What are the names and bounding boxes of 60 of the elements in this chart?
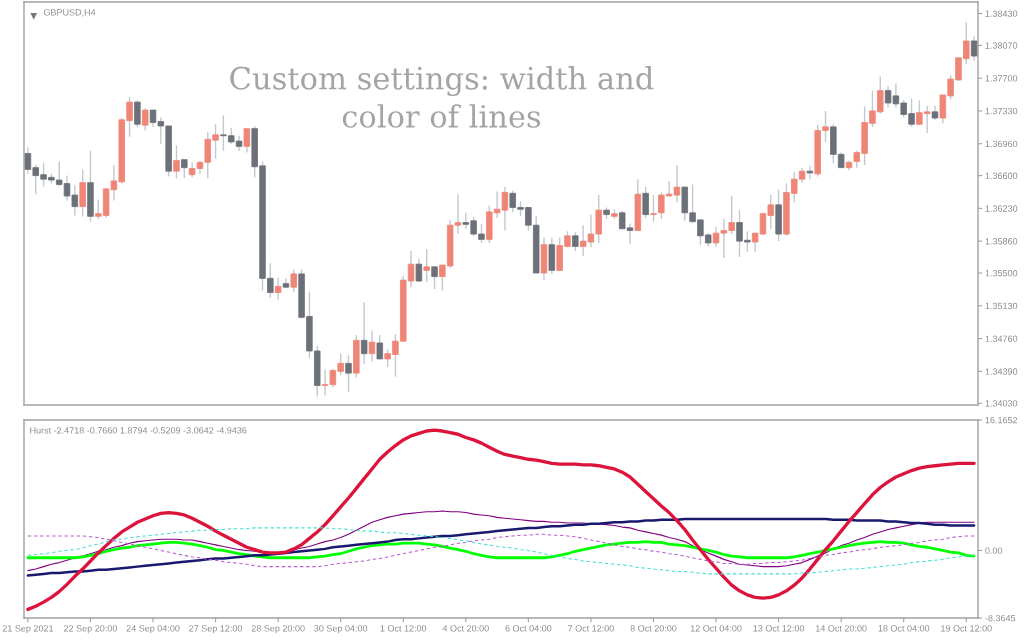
x-tick-label: 22 Sep 20:00	[64, 625, 117, 634]
x-tick-label: 12 Oct 04:00	[690, 625, 742, 632]
candlestick	[642, 186, 649, 219]
y-tick-label: 16.1652	[985, 416, 1018, 424]
candlestick	[415, 258, 423, 283]
candlestick	[431, 266, 438, 290]
annotation: Custom settings: width and color of lines	[230, 66, 654, 128]
candlestick	[376, 334, 384, 360]
candlestick	[134, 99, 141, 128]
line-series	[27, 527, 975, 575]
y-tick-label: 1.34030	[985, 400, 1018, 407]
x-tick-label: 4 Oct 20:00	[442, 625, 489, 632]
y-tick-label: 1.34760	[985, 335, 1018, 342]
y-tick-label: 1.38430	[985, 10, 1018, 17]
x-tick-label: 30 Sep 04:00	[314, 625, 368, 634]
y-tick-label: -8.3645	[985, 614, 1016, 622]
x-tick-label: 14 Oct 20:00	[816, 625, 867, 632]
candlestick	[345, 354, 352, 393]
x-tick-label: 1 Oct 12:00	[380, 625, 427, 632]
candlestick	[79, 168, 86, 218]
x-tick-label: 6 Oct 04:00	[505, 625, 552, 632]
candlestick	[173, 144, 180, 179]
y-tick-label: 1.36960	[985, 140, 1018, 148]
line-series	[27, 510, 975, 572]
y-tick-label: 1.35860	[985, 238, 1018, 245]
x-tick-label: 28 Sep 20:00	[251, 625, 305, 634]
candlestick	[572, 231, 579, 252]
y-tick-label: 1.38070	[985, 42, 1018, 49]
x-tick-label: 24 Sep 04:00	[126, 625, 180, 634]
y-tick-label: 1.36230	[985, 205, 1018, 212]
x-tick-label: 19 Oct 12:00	[941, 625, 992, 632]
candlestick	[274, 276, 282, 301]
x-tick-label: 7 Oct 12:00	[568, 625, 614, 632]
x-tick-label: 13 Oct 12:00	[753, 625, 805, 632]
x-tick-label: 21 Sep 2021	[2, 625, 54, 634]
candlestick	[650, 194, 657, 223]
line-series	[26, 517, 976, 577]
x-tick-label: 18 Oct 04:00	[878, 625, 930, 632]
candlestick	[181, 158, 188, 179]
candlestick	[141, 107, 149, 132]
text: GBPUSD,H4	[43, 9, 96, 17]
line-series	[26, 428, 976, 612]
line-series	[27, 533, 975, 568]
y-tick-label: 0.00	[985, 547, 1003, 554]
candlestick	[806, 165, 814, 180]
y-tick-label: 1.36600	[985, 172, 1018, 179]
y-tick-label: 1.34390	[985, 368, 1018, 375]
x-tick-label: 8 Oct 20:00	[630, 625, 677, 632]
candlestick	[360, 301, 368, 365]
text: Hurst -2.4718 -0.7660 1.8794 -0.5209 -3.0642 -4.9436	[30, 427, 247, 434]
candlestick	[368, 329, 376, 363]
candlestick	[243, 127, 251, 154]
y-tick-label: 1.37330	[985, 107, 1018, 115]
y-tick-label: 1.35130	[985, 302, 1018, 310]
y-tick-label: 1.35500	[985, 270, 1018, 277]
y-tick-label: 1.37700	[985, 75, 1018, 82]
x-tick-label: 27 Sep 12:00	[189, 625, 243, 634]
candlestick	[290, 268, 298, 294]
candlestick	[423, 248, 430, 283]
line-series	[26, 540, 976, 560]
